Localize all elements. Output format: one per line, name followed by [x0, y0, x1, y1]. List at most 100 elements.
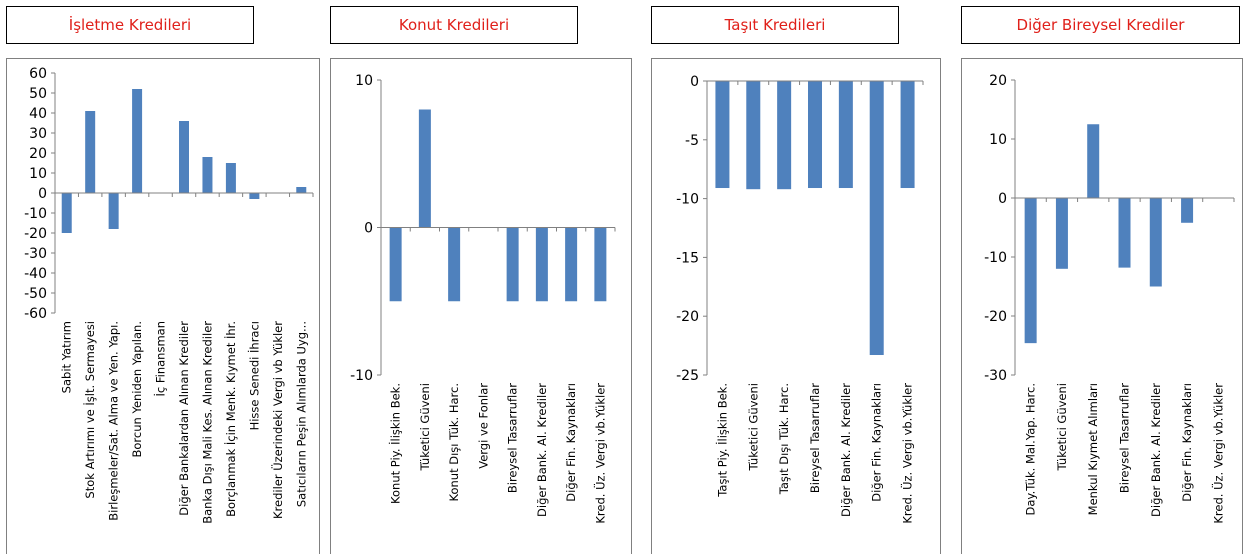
bar — [418, 109, 431, 228]
category-label: Day.Tük. Mal.Yap. Harc. — [1024, 383, 1038, 516]
bar — [1055, 198, 1068, 269]
bar — [132, 89, 143, 193]
category-label: Sabit Yatırım — [60, 321, 74, 393]
chart-tasit: 0 -5 -10 -15 -20 -25 Taşıt Piy. İlişkin Bek. Tü… — [676, 74, 924, 524]
category-label: Diğer Fin. Kaynakları — [870, 383, 884, 502]
bar — [1024, 198, 1037, 344]
category-label: Diğer Bank. Al. Krediler — [1149, 383, 1163, 517]
bar — [296, 187, 307, 193]
bar — [838, 81, 853, 189]
y-tick-label: -60 — [24, 306, 47, 322]
chart-panel-diger-bireysel: 20 10 0 -10 -20 -30 Day.Tük. Mal.Yap. Harc. Tük… — [961, 58, 1243, 554]
category-label: İç Finansman — [153, 321, 168, 397]
category-label: Borçlanmak İçin Menk. Kıymet İhr. — [223, 321, 238, 517]
bar — [715, 81, 730, 189]
chart-title-isletme: İşletme Kredileri — [6, 6, 254, 44]
bar — [594, 227, 607, 302]
bar — [506, 227, 519, 302]
bar — [108, 193, 119, 229]
bar — [202, 157, 213, 193]
category-label: Bireysel Tasarruflar — [808, 383, 822, 493]
bar — [61, 193, 72, 233]
bar — [448, 227, 461, 302]
y-tick-label: 0 — [690, 74, 699, 90]
category-label: Diğer Bank. Al. Krediler — [839, 383, 853, 517]
bar — [1087, 124, 1100, 198]
bar — [900, 81, 915, 189]
bar — [777, 81, 792, 190]
y-tick-label: 0 — [364, 221, 373, 237]
bar — [179, 121, 189, 193]
y-tick-label: -10 — [984, 250, 1007, 266]
category-label: Diğer Fin. Kaynakları — [1180, 383, 1194, 502]
y-tick-label: -20 — [676, 309, 699, 325]
category-label: Menkul Kıymet Alımları — [1086, 383, 1100, 515]
bar — [746, 81, 761, 190]
category-label: Konut Dışı Tük. Harc. — [447, 383, 461, 502]
category-label: Konut Piy. İlişkin Bek. — [388, 383, 403, 504]
category-label: Tüketici Güveni — [418, 383, 432, 472]
bar — [808, 81, 822, 189]
category-label: Satıcıların Peşin Alımlarda Uyg... — [294, 321, 308, 507]
y-tick-label: 20 — [989, 73, 1007, 89]
y-tick-label: 0 — [998, 191, 1007, 207]
category-label: Bireysel Tasarruflar — [1118, 383, 1132, 493]
y-tick-label: -15 — [676, 250, 699, 266]
bar — [1118, 198, 1131, 268]
category-label: Tüketici Güveni — [1055, 383, 1069, 472]
category-label: Kred. Üz. Vergi vb.Yükler — [591, 383, 607, 524]
y-tick-label: -10 — [350, 368, 373, 384]
y-tick-label: 40 — [29, 106, 47, 122]
y-tick-label: -30 — [24, 246, 47, 262]
bar — [1149, 198, 1162, 287]
y-tick-label: 60 — [29, 66, 47, 82]
bar — [249, 193, 260, 199]
y-tick-label: -5 — [685, 133, 699, 149]
chart-panel-tasit: 0 -5 -10 -15 -20 -25 Taşıt Piy. İlişkin Bek. Tü… — [651, 58, 941, 554]
y-tick-label: 10 — [355, 73, 373, 89]
chart-title-diger-bireysel: Diğer Bireysel Krediler — [961, 6, 1240, 44]
y-tick-label: -20 — [984, 309, 1007, 325]
y-tick-label: -10 — [24, 206, 47, 222]
category-label: Kred. Üz. Vergi vb.Yükler — [899, 383, 915, 524]
bar — [225, 163, 236, 193]
y-tick-label: 30 — [29, 126, 47, 142]
chart-konut: 10 0 -10 Konut Piy. İlişkin Bek. Tüketici Gü… — [350, 73, 616, 524]
bar — [85, 111, 96, 193]
category-label: Diğer Bank. Al. Krediler — [535, 383, 549, 517]
chart-panel-konut: 10 0 -10 Konut Piy. İlişkin Bek. Tüketici Gü… — [330, 58, 632, 554]
y-tick-label: 50 — [29, 86, 47, 102]
bar — [565, 227, 578, 302]
category-label: Krediler Üzerindeki Vergi vb Yükler — [269, 321, 285, 519]
bar — [389, 227, 402, 302]
y-tick-label: 10 — [989, 132, 1007, 148]
chart-diger-bireysel: 20 10 0 -10 -20 -30 Day.Tük. Mal.Yap. Harc. Tük… — [984, 73, 1235, 524]
chart-panel-isletme: 60 50 40 30 20 10 0 -10 -20 -30 -40 -50 -60 Sabit Yat… — [6, 58, 320, 554]
y-tick-label: -25 — [676, 368, 699, 384]
category-label: Kred. Üz. Vergi vb.Yükler — [1209, 383, 1225, 524]
category-label: Diğer Bankalardan Alınan Krediler — [177, 321, 191, 516]
y-tick-label: -50 — [24, 286, 47, 302]
category-label: Borcun Yeniden Yapılan. — [130, 321, 144, 458]
category-label: Taşıt Piy. İlişkin Bek. — [714, 383, 729, 498]
y-tick-label: 0 — [38, 186, 47, 202]
category-label: Stok Artırımı ve İşlt. Sermayesi — [82, 321, 97, 499]
category-label: Banka Dışı Mali Kes. Alınan Krediler — [200, 321, 214, 524]
y-tick-label: 10 — [29, 166, 47, 182]
bar — [869, 81, 884, 356]
y-tick-label: -40 — [24, 266, 47, 282]
category-label: Bireysel Tasarruflar — [506, 383, 520, 493]
chart-title-tasit: Taşıt Kredileri — [651, 6, 899, 44]
chart-isletme: 60 50 40 30 20 10 0 -10 -20 -30 -40 -50 -60 Sabit Yat… — [24, 66, 314, 524]
y-tick-label: -30 — [984, 368, 1007, 384]
category-label: Diğer Fin. Kaynakları — [564, 383, 578, 502]
bar — [535, 227, 548, 302]
category-label: Taşıt Dışı Tük. Harc. — [777, 383, 791, 495]
y-tick-label: 20 — [29, 146, 47, 162]
category-label: Vergi ve Fonlar — [476, 383, 490, 469]
chart-title-konut: Konut Kredileri — [330, 6, 578, 44]
y-tick-label: -20 — [24, 226, 47, 242]
category-label: Birleşmeler/Sat. Alma ve Yen. Yapı. — [107, 321, 121, 521]
bar — [1181, 198, 1194, 223]
category-label: Hisse Senedi İhracı — [246, 321, 261, 430]
